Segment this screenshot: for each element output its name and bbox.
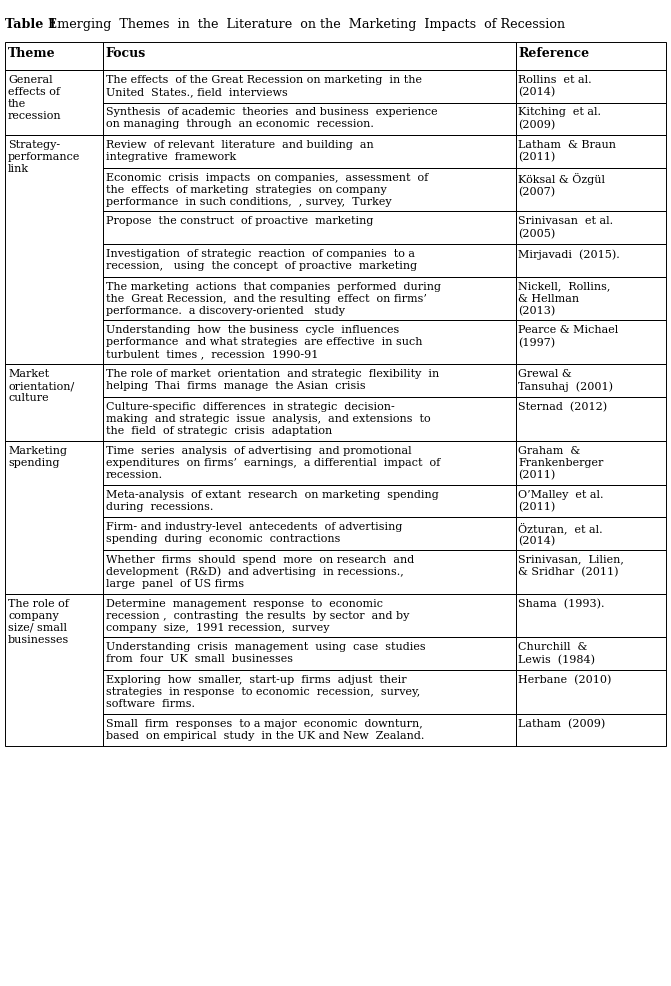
Bar — [103, 714, 516, 746]
Text: Srinivasan,  Lilien,
& Sridhar  (2011): Srinivasan, Lilien, & Sridhar (2011) — [519, 555, 624, 577]
Text: Understanding  how  the business  cycle  influences
performance  and what strate: Understanding how the business cycle inf… — [106, 325, 422, 359]
Bar — [103, 441, 516, 485]
Text: Pearce & Michael
(1997): Pearce & Michael (1997) — [519, 325, 619, 348]
Bar — [5, 42, 103, 70]
Text: Latham  (2009): Latham (2009) — [519, 719, 606, 729]
Bar — [103, 397, 516, 441]
Text: Culture-specific  differences  in strategic  decision-
making  and strategic  is: Culture-specific differences in strategi… — [106, 402, 430, 436]
Bar — [516, 320, 666, 365]
Text: Köksal & Özgül
(2007): Köksal & Özgül (2007) — [519, 173, 605, 197]
Bar — [5, 594, 103, 746]
Text: Focus: Focus — [106, 47, 146, 60]
Bar — [516, 70, 666, 103]
Text: Mirjavadi  (2015).: Mirjavadi (2015). — [519, 249, 620, 259]
Text: O’Malley  et al.
(2011): O’Malley et al. (2011) — [519, 490, 604, 512]
Bar — [516, 42, 666, 70]
Text: Propose  the construct  of proactive  marketing: Propose the construct of proactive marke… — [106, 217, 373, 227]
Text: Shama  (1993).: Shama (1993). — [519, 599, 605, 608]
Bar — [5, 441, 103, 594]
Bar — [5, 365, 103, 441]
Bar — [516, 245, 666, 277]
Text: Small  firm  responses  to a major  economic  downturn,
based  on empirical  stu: Small firm responses to a major economic… — [106, 719, 424, 740]
Bar — [103, 550, 516, 594]
Bar — [103, 365, 516, 397]
Bar — [516, 670, 666, 714]
Text: The effects  of the Great Recession on marketing  in the
United  States., field : The effects of the Great Recession on ma… — [106, 75, 422, 97]
Bar — [103, 245, 516, 277]
Text: Firm- and industry-level  antecedents  of advertising
spending  during  economic: Firm- and industry-level antecedents of … — [106, 523, 402, 544]
Text: Investigation  of strategic  reaction  of companies  to a
recession,   using  th: Investigation of strategic reaction of c… — [106, 249, 417, 271]
Text: Exploring  how  smaller,  start-up  firms  adjust  their
strategies  in response: Exploring how smaller, start-up firms ad… — [106, 675, 420, 709]
Text: Rollins  et al.
(2014): Rollins et al. (2014) — [519, 75, 592, 98]
Bar — [516, 441, 666, 485]
Text: General
effects of
the
recession: General effects of the recession — [8, 75, 62, 121]
Bar — [516, 135, 666, 168]
Text: Reference: Reference — [519, 47, 590, 60]
Text: The marketing  actions  that companies  performed  during
the  Great Recession, : The marketing actions that companies per… — [106, 282, 441, 316]
Bar — [516, 168, 666, 212]
Bar — [103, 277, 516, 320]
Text: Özturan,  et al.
(2014): Özturan, et al. (2014) — [519, 523, 603, 546]
Bar — [103, 594, 516, 638]
Bar — [516, 550, 666, 594]
Bar — [103, 168, 516, 212]
Text: Determine  management  response  to  economic
recession ,  contrasting  the resu: Determine management response to economi… — [106, 599, 409, 632]
Bar — [516, 212, 666, 245]
Bar — [103, 42, 516, 70]
Bar — [516, 518, 666, 550]
Bar — [516, 594, 666, 638]
Bar — [103, 518, 516, 550]
Text: Marketing
spending: Marketing spending — [8, 446, 67, 467]
Bar — [516, 365, 666, 397]
Bar — [5, 135, 103, 365]
Text: Kitching  et al.
(2009): Kitching et al. (2009) — [519, 107, 601, 130]
Bar — [516, 103, 666, 135]
Bar — [103, 670, 516, 714]
Text: Meta-analysis  of extant  research  on marketing  spending
during  recessions.: Meta-analysis of extant research on mark… — [106, 490, 439, 512]
Bar — [516, 638, 666, 670]
Bar — [516, 485, 666, 518]
Text: The role of
company
size/ small
businesses: The role of company size/ small business… — [8, 599, 69, 645]
Text: The role of market  orientation  and strategic  flexibility  in
helping  Thai  f: The role of market orientation and strat… — [106, 370, 439, 391]
Text: Table 1: Table 1 — [5, 18, 57, 31]
Text: Time  series  analysis  of advertising  and promotional
expenditures  on firms’ : Time series analysis of advertising and … — [106, 446, 440, 479]
Text: Nickell,  Rollins,
& Hellman
(2013): Nickell, Rollins, & Hellman (2013) — [519, 282, 611, 316]
Bar — [516, 397, 666, 441]
Text: Understanding  crisis  management  using  case  studies
from  four  UK  small  b: Understanding crisis management using ca… — [106, 643, 425, 665]
Bar — [103, 638, 516, 670]
Text: Emerging  Themes  in  the  Literature  on the  Marketing  Impacts  of Recession: Emerging Themes in the Literature on the… — [44, 18, 565, 31]
Text: Graham  &
Frankenberger
(2011): Graham & Frankenberger (2011) — [519, 446, 604, 480]
Text: Market
orientation/
culture: Market orientation/ culture — [8, 370, 74, 403]
Text: Sternad  (2012): Sternad (2012) — [519, 402, 607, 412]
Bar — [103, 320, 516, 365]
Bar — [516, 714, 666, 746]
Bar — [103, 485, 516, 518]
Text: Herbane  (2010): Herbane (2010) — [519, 675, 612, 685]
Bar — [5, 70, 103, 135]
Text: Grewal &
Tansuhaj  (2001): Grewal & Tansuhaj (2001) — [519, 370, 613, 392]
Bar — [103, 135, 516, 168]
Text: Strategy-
performance
link: Strategy- performance link — [8, 140, 81, 174]
Bar — [103, 212, 516, 245]
Bar — [103, 70, 516, 103]
Bar — [516, 277, 666, 320]
Text: Economic  crisis  impacts  on companies,  assessment  of
the  effects  of market: Economic crisis impacts on companies, as… — [106, 173, 428, 206]
Text: Whether  firms  should  spend  more  on research  and
development  (R&D)  and ad: Whether firms should spend more on resea… — [106, 555, 414, 590]
Text: Churchill  &
Lewis  (1984): Churchill & Lewis (1984) — [519, 643, 595, 665]
Text: Synthesis  of academic  theories  and business  experience
on managing  through : Synthesis of academic theories and busin… — [106, 107, 437, 129]
Text: Review  of relevant  literature  and building  an
integrative  framework: Review of relevant literature and buildi… — [106, 140, 374, 162]
Text: Theme: Theme — [8, 47, 56, 60]
Text: Srinivasan  et al.
(2005): Srinivasan et al. (2005) — [519, 217, 613, 239]
Text: Latham  & Braun
(2011): Latham & Braun (2011) — [519, 140, 617, 163]
Bar — [103, 103, 516, 135]
